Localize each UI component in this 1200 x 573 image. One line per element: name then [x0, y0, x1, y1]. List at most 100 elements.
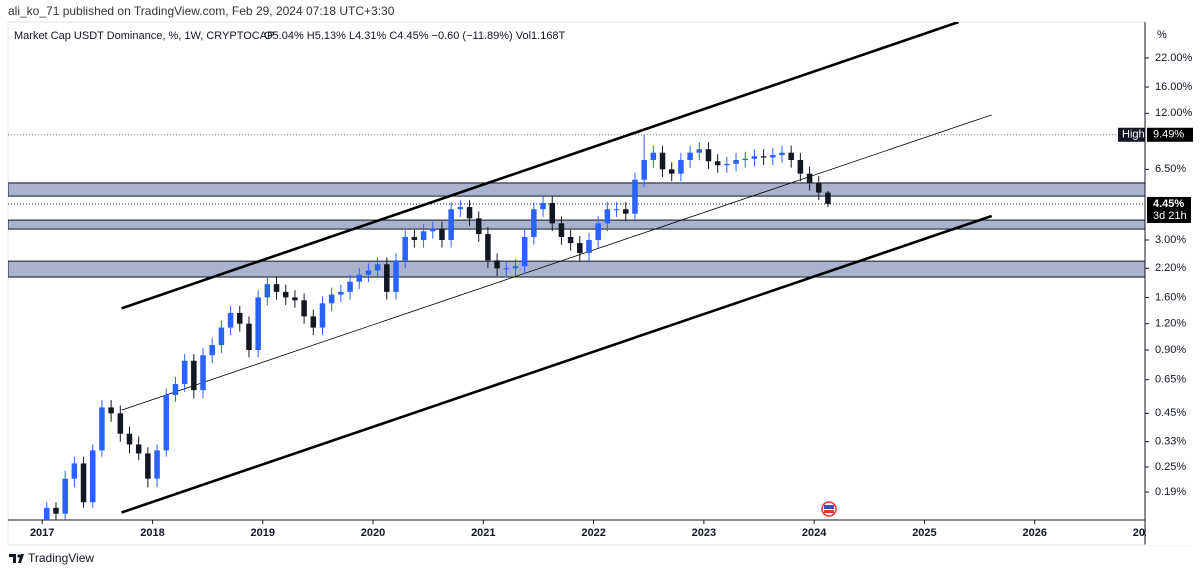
- candle-body: [328, 294, 335, 304]
- candle-body: [319, 303, 326, 328]
- candle-body: [273, 284, 280, 292]
- candle-body: [825, 192, 831, 204]
- candle-body: [209, 345, 215, 356]
- high-price-box: [1147, 127, 1193, 142]
- x-tick-label: 2022: [581, 527, 605, 539]
- candle-body: [797, 159, 804, 174]
- last-price-box: [1147, 196, 1191, 223]
- y-tick-label: 0.33%: [1155, 436, 1186, 448]
- candle-body: [200, 355, 206, 391]
- candle-body: [430, 228, 436, 232]
- candle-body: [595, 223, 601, 240]
- candle-body: [89, 450, 96, 503]
- candle-body: [742, 158, 748, 160]
- candle-body: [475, 218, 482, 235]
- candle-body: [365, 270, 372, 275]
- candle-body: [117, 413, 124, 434]
- x-tick-label: 2026: [1022, 527, 1046, 539]
- candle-body: [815, 182, 822, 193]
- candle-body: [733, 159, 739, 164]
- trendline: [121, 22, 960, 310]
- candle-body: [540, 202, 546, 210]
- zone: [8, 219, 1145, 230]
- candle-body: [641, 159, 647, 180]
- brand-name: TradingView: [28, 551, 94, 565]
- candle-body: [751, 156, 758, 159]
- candle-body: [485, 234, 491, 261]
- candle-body: [126, 433, 133, 445]
- axis-unit: %: [1157, 29, 1167, 41]
- x-tick-label: 2019: [251, 527, 275, 539]
- candle-body: [145, 453, 151, 479]
- y-tick-label: 16.00%: [1155, 81, 1193, 93]
- candle-body: [246, 323, 252, 350]
- high-name: High: [1122, 129, 1145, 141]
- y-tick-label: 0.45%: [1155, 407, 1186, 419]
- candle-body: [724, 163, 730, 166]
- y-tick-label: 0.65%: [1155, 374, 1186, 386]
- plot-area: [8, 22, 1145, 520]
- axes: 22.00% 16.00% 12.00% 6.50% 3.00% 2.20% 1.60% 1.…: [30, 52, 1200, 545]
- x-tick-label: 2018: [140, 527, 164, 539]
- x-tick-label: 2020: [361, 527, 385, 539]
- candle-body: [678, 159, 684, 174]
- candle-body: [218, 327, 225, 346]
- x-tick-label: 2023: [692, 527, 716, 539]
- candle-body: [613, 209, 620, 211]
- y-tick-label: 1.60%: [1155, 291, 1186, 303]
- x-tick-label: 2024: [802, 527, 827, 539]
- candle-body: [760, 156, 767, 158]
- candle-body: [310, 316, 317, 328]
- price-axis-bg: [1146, 521, 1200, 545]
- trendline: [121, 114, 992, 411]
- candle-body: [577, 243, 583, 254]
- candle-body: [586, 239, 592, 254]
- candle-body: [687, 152, 693, 160]
- candle-body: [282, 291, 289, 298]
- candle-body: [384, 264, 390, 292]
- candle-body: [779, 152, 785, 156]
- candle-body: [80, 463, 87, 503]
- y-tick-label: 0.25%: [1155, 461, 1186, 473]
- y-tick-label: 0.90%: [1155, 344, 1186, 356]
- candle-body: [604, 209, 611, 224]
- candle-body: [191, 360, 197, 391]
- candle-body: [374, 264, 381, 271]
- candle-body: [264, 284, 271, 298]
- candle-body: [154, 450, 160, 479]
- candle-body: [632, 179, 638, 214]
- x-tick-label: 2021: [471, 527, 495, 539]
- candle-body: [659, 152, 666, 170]
- candle-body: [696, 149, 703, 153]
- ohlc-legend: O5.04% H5.13% L4.31% C4.45% −0.60 (−11.8…: [264, 30, 566, 42]
- candle-body: [650, 152, 657, 160]
- candle-body: [402, 236, 408, 261]
- candle-body: [163, 394, 170, 451]
- candle-body: [457, 207, 464, 210]
- candle-body: [439, 228, 445, 240]
- zone: [8, 260, 1145, 278]
- candle-body: [172, 384, 179, 395]
- candle-body: [770, 155, 776, 158]
- candle-body: [521, 236, 528, 267]
- candle-body: [411, 236, 418, 240]
- trendline: [121, 214, 993, 514]
- candle-body: [393, 260, 399, 292]
- candle-body: [705, 149, 712, 162]
- candle-body: [503, 268, 510, 270]
- candle-body: [512, 266, 519, 269]
- flag-icon: [821, 501, 837, 517]
- zone: [8, 182, 1145, 197]
- y-tick-label: 1.20%: [1155, 318, 1186, 330]
- candle-body: [135, 444, 142, 454]
- x-tick-label: 2025: [912, 527, 936, 539]
- last-price-label: 4.45%: [1153, 198, 1184, 210]
- y-tick-label: 3.00%: [1155, 234, 1186, 246]
- high-name-box: [1118, 127, 1145, 142]
- candle-body: [567, 236, 574, 244]
- candle-body: [466, 207, 473, 219]
- candle-body: [44, 507, 50, 520]
- brand-logo: TradingView: [9, 551, 94, 565]
